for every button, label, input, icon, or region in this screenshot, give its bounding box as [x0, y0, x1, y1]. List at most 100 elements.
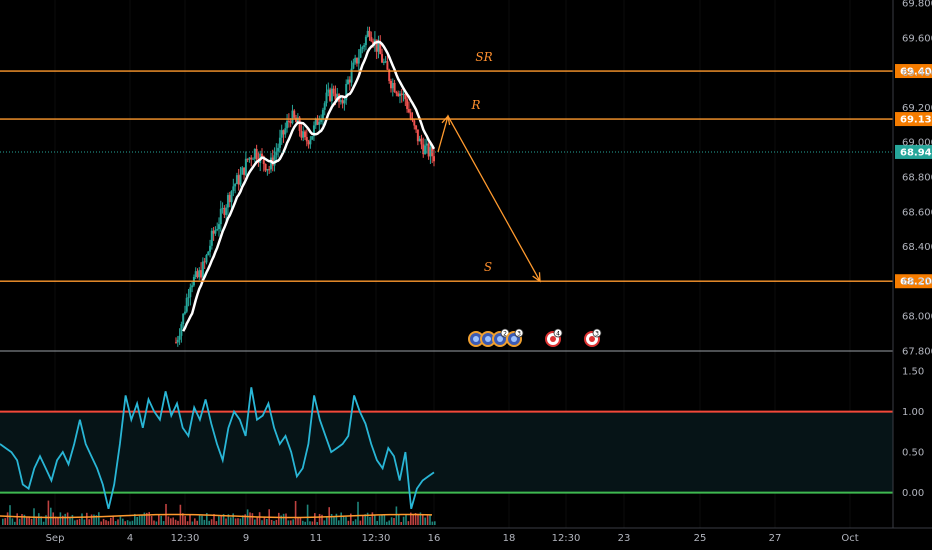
price-tick-label: 68.600: [902, 207, 932, 218]
candle-body: [287, 120, 290, 122]
volume-bar: [254, 519, 256, 525]
candle-body: [330, 88, 333, 101]
candle-body: [357, 57, 360, 64]
volume-bar: [194, 518, 196, 525]
volume-bar: [107, 521, 110, 525]
candle-body: [424, 145, 427, 155]
volume-bar: [266, 518, 268, 525]
candle-body: [416, 129, 419, 142]
oscillator-axis[interactable]: 1.50 1.00 0.50 0.00: [902, 367, 924, 500]
time-tick-label: 12:30: [362, 533, 391, 544]
candle-body: [422, 144, 425, 155]
volume-bar: [102, 518, 105, 525]
candle-body: [352, 62, 355, 69]
level-label-sr: SR: [475, 50, 492, 64]
candle-body: [268, 169, 271, 171]
volume-bar: [167, 516, 170, 525]
volume-bar: [345, 516, 347, 525]
candle-body: [305, 137, 308, 142]
candle-body: [218, 224, 220, 229]
candle-body: [207, 251, 210, 256]
candle-body: [343, 100, 346, 104]
candle-body: [316, 118, 319, 125]
volume-bar: [155, 521, 158, 525]
volume-bar: [90, 514, 93, 525]
oscillator-tick-label: 0.00: [902, 488, 924, 499]
calendar-event-icon-dot: [511, 336, 517, 342]
price-tag-s: [895, 274, 932, 289]
volume-bar: [93, 514, 95, 525]
volume-bar: [398, 514, 400, 525]
volume-bar: [362, 515, 364, 525]
candle-body: [372, 41, 375, 45]
volume-bar: [314, 513, 316, 525]
oscillator-pane[interactable]: [0, 387, 893, 525]
volume-bar: [222, 514, 225, 525]
volume-bar: [30, 518, 33, 525]
volume-bar: [42, 521, 45, 525]
candle-body: [246, 158, 249, 160]
candle-body: [381, 54, 384, 63]
volume-bar: [424, 517, 426, 525]
candle-body: [406, 99, 409, 110]
event-marker[interactable]: 2: [492, 328, 510, 347]
volume-bar: [326, 516, 328, 525]
price-tick-label: 68.400: [902, 242, 932, 253]
event-marker[interactable]: 3: [506, 328, 524, 347]
candle-body: [391, 82, 394, 89]
volume-bar: [419, 512, 422, 525]
price-tick-label: 68.200: [902, 277, 932, 288]
candle-body: [415, 125, 418, 130]
price-tick-label: 67.800: [902, 347, 932, 358]
volume-bar: [388, 520, 390, 525]
calendar-event-icon-dot: [485, 336, 491, 342]
candle-body: [402, 93, 405, 95]
volume-bar: [366, 512, 369, 525]
candle-body: [278, 137, 281, 148]
volume-bar: [354, 519, 357, 525]
volume-bar: [251, 513, 254, 525]
candle-body: [203, 261, 206, 263]
oscillator-tick-label: 1.50: [902, 367, 924, 378]
candle-body: [382, 61, 385, 63]
price-pane[interactable]: SR 69.409 R 69.133 S 68.201 68.944 2 3 4 3: [0, 26, 932, 347]
volume-bar: [292, 519, 294, 525]
oscillator-band-fill: [0, 411, 893, 493]
volume-bar: [364, 514, 366, 525]
price-tick-label: 68.000: [902, 312, 932, 323]
calendar-event-icon-dot: [589, 336, 595, 342]
event-marker[interactable]: [480, 331, 496, 347]
volume-bar: [321, 514, 323, 525]
candle-body: [183, 311, 186, 314]
projection-arrowhead-up: [441, 114, 451, 126]
volume-bar: [347, 520, 350, 525]
time-tick-label: 27: [769, 533, 782, 544]
current-price-tag: [895, 144, 932, 159]
price-tick-label: 69.600: [902, 33, 932, 44]
volume-bar: [340, 512, 342, 525]
volume-bar: [426, 515, 429, 525]
candle-body: [366, 30, 369, 37]
price-tick-label: 69.800: [902, 0, 932, 10]
event-marker[interactable]: 4: [545, 328, 563, 347]
volume-bar: [117, 519, 119, 525]
volume-bar: [297, 517, 299, 525]
time-axis[interactable]: Sep 4 12:30 9 11 12:30 16 18 12:30 23 25 27 Oct: [46, 533, 859, 544]
volume-average-line: [0, 513, 433, 519]
volume-bar: [153, 520, 155, 525]
volume-bar: [234, 518, 237, 525]
volume-bar: [249, 512, 251, 525]
volume-bar: [417, 513, 419, 525]
event-marker[interactable]: 3: [584, 328, 602, 347]
candle-body: [210, 230, 213, 246]
event-badge-count: 3: [595, 331, 599, 338]
volume-bar: [9, 505, 11, 525]
volume-bar: [299, 517, 302, 525]
oscillator-tick-label: 1.00: [902, 407, 924, 418]
volume-bar: [282, 513, 285, 525]
candle-body: [273, 155, 276, 166]
price-axis[interactable]: 69.800 69.600 69.400 69.200 69.000 68.800 68.6…: [902, 0, 932, 358]
time-tick-label: 12:30: [171, 533, 200, 544]
candle-body: [307, 141, 310, 145]
